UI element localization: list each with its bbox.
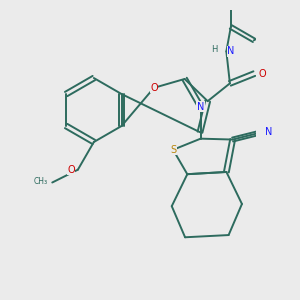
- Text: CH₃: CH₃: [34, 177, 48, 186]
- Text: O: O: [259, 69, 266, 79]
- Text: N: N: [197, 102, 204, 112]
- Text: H: H: [211, 45, 217, 54]
- Text: N: N: [266, 127, 273, 137]
- Text: O: O: [68, 165, 75, 175]
- Text: S: S: [170, 145, 176, 155]
- Text: O: O: [150, 83, 158, 93]
- Text: N: N: [227, 46, 235, 56]
